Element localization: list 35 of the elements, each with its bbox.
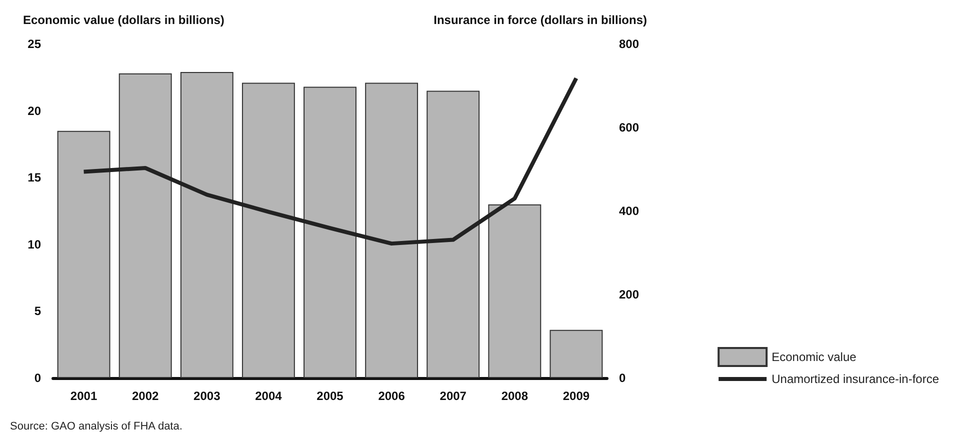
y2-tick-label: 600 (619, 120, 640, 134)
x-tick-label: 2003 (194, 389, 221, 403)
x-tick-label: 2002 (132, 389, 160, 403)
y2-tick-label: 400 (619, 204, 640, 218)
x-tick-label: 2005 (316, 389, 344, 403)
y2-tick-label: 0 (619, 371, 626, 385)
line-series (82, 76, 578, 246)
y-tick-label: 15 (28, 170, 42, 185)
x-tick-label: 2004 (255, 389, 282, 403)
y2-tick-label: 800 (619, 37, 640, 51)
y-tick-label: 25 (28, 37, 42, 51)
x-tick-label: 2008 (501, 389, 528, 403)
bar (365, 82, 418, 378)
legend-label: Unamortized insurance-in-force (772, 372, 940, 386)
bar (118, 73, 172, 378)
bar (180, 72, 234, 378)
y2-tick-label: 200 (619, 288, 640, 302)
x-tick-label: 2009 (562, 389, 590, 403)
x-tick-label: 2001 (70, 389, 98, 403)
legend-label: Economic value (772, 350, 857, 364)
bar (242, 82, 295, 378)
bar (57, 130, 110, 378)
bar (488, 204, 542, 378)
bar (304, 86, 356, 378)
bar (426, 90, 480, 378)
y-tick-label: 20 (28, 104, 42, 118)
y-axis-title: Economic value (dollars in billions) (23, 13, 224, 27)
bar (550, 330, 603, 378)
x-tick-label: 2006 (378, 389, 406, 403)
source-note: Source: GAO analysis of FHA data. (10, 420, 182, 432)
y2-axis-title: Insurance in force (dollars in billions) (434, 13, 647, 27)
y-tick-label: 5 (34, 304, 42, 318)
y-tick-label: 10 (28, 237, 42, 252)
x-tick-label: 2007 (440, 389, 467, 403)
y-tick-label: 0 (34, 371, 42, 385)
